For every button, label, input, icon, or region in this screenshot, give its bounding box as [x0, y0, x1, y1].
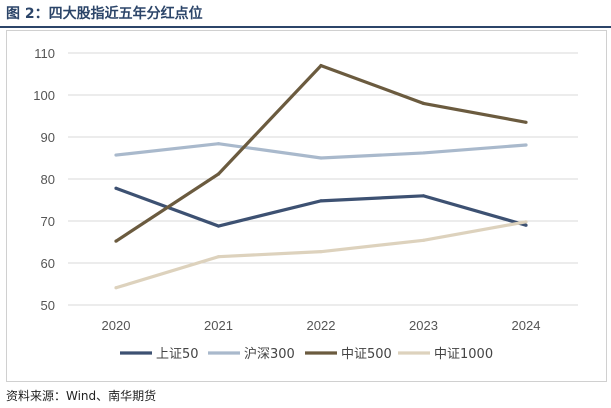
- data-point: [319, 250, 323, 254]
- data-point: [421, 194, 426, 198]
- legend-label: 中证500: [341, 347, 392, 362]
- data-point: [216, 142, 221, 146]
- x-tick-label: 2023: [409, 318, 438, 333]
- series-lines: [114, 63, 528, 290]
- series-line-2: [115, 142, 527, 160]
- data-point: [216, 172, 221, 176]
- data-point: [216, 224, 221, 228]
- figure-title: 图 2：四大股指近五年分红点位: [6, 6, 203, 22]
- legend-label: 中证1000: [434, 347, 493, 362]
- x-tick-label: 2022: [307, 318, 336, 333]
- x-axis-ticks: 2020 2021 2022 2023 2024: [102, 318, 541, 333]
- data-point: [114, 153, 118, 157]
- series-line-4: [115, 220, 527, 290]
- series-line-1: [115, 186, 527, 228]
- data-point: [524, 220, 528, 224]
- y-tick-label: 90: [41, 130, 55, 145]
- data-point: [216, 255, 221, 259]
- data-point: [524, 120, 528, 124]
- source-note: 资料来源：Wind、南华期货: [6, 389, 157, 403]
- data-point: [421, 238, 426, 242]
- y-tick-label: 110: [34, 46, 55, 61]
- y-tick-label: 60: [41, 256, 55, 271]
- y-axis-ticks: 50 60 70 80 90 100 110: [33, 46, 55, 313]
- legend: 上证50 沪深300 中证500 中证1000: [120, 346, 493, 362]
- legend-label: 沪深300: [244, 346, 295, 362]
- y-tick-label: 100: [33, 88, 55, 103]
- x-tick-label: 2020: [102, 318, 131, 333]
- x-tick-label: 2024: [512, 318, 541, 333]
- y-tick-label: 50: [41, 298, 55, 313]
- series-line-3: [115, 63, 527, 243]
- x-tick-label: 2021: [204, 318, 233, 333]
- gridlines: [68, 52, 578, 306]
- data-point: [114, 239, 118, 243]
- data-point: [524, 223, 528, 227]
- data-point: [319, 64, 323, 68]
- data-point: [421, 151, 426, 155]
- data-point: [319, 156, 323, 160]
- data-point: [114, 286, 118, 290]
- title-rule: [0, 26, 611, 28]
- y-tick-label: 80: [41, 172, 55, 187]
- data-point: [524, 143, 528, 147]
- data-point: [319, 199, 323, 203]
- legend-label: 上证50: [156, 347, 199, 362]
- data-point: [114, 186, 118, 190]
- y-tick-label: 70: [41, 214, 55, 229]
- data-point: [421, 101, 426, 105]
